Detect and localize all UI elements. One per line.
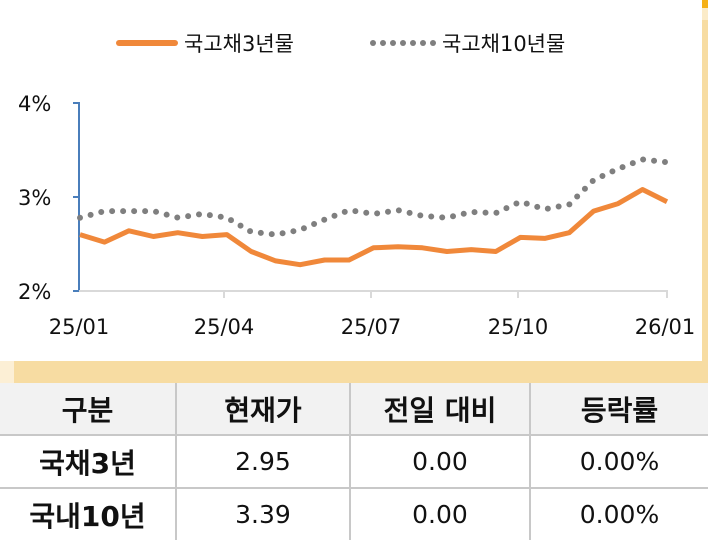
legend-label-3yr: 국고채3년물: [184, 32, 294, 56]
row-name: 국내10년: [0, 487, 177, 540]
row-change: 0.00: [349, 487, 531, 540]
legend-item-10yr: 국고채10년물: [370, 28, 565, 58]
chart-panel: [0, 0, 702, 361]
row-price: 2.95: [175, 434, 351, 489]
header-price: 현재가: [175, 383, 351, 436]
quote-table: 구분 현재가 전일 대비 등락률 국채3년 2.95 0.00 0.00% 국내…: [0, 383, 708, 540]
panel-right-border-accent: [702, 0, 708, 8]
row-price: 3.39: [175, 487, 351, 540]
legend-item-3yr: 국고채3년물: [116, 28, 294, 58]
x-tick-2504: 25/04: [194, 315, 255, 339]
line-chart-plot: 4% 3% 2% 25/01 25/04 25/07 25/10 26/01: [18, 92, 696, 339]
panel-bottom-band-left: [0, 361, 14, 383]
row-rate: 0.00%: [529, 434, 708, 489]
y-tick-2: 2%: [18, 280, 51, 304]
series-3yr-line: [79, 187, 669, 268]
panel-right-border: [702, 0, 708, 383]
legend-label-10yr: 국고채10년물: [442, 32, 566, 56]
header-change: 전일 대비: [349, 383, 531, 436]
chart-legend: 국고채3년물 국고채10년물: [0, 28, 702, 58]
row-rate: 0.00%: [529, 487, 708, 540]
x-tick-2510: 25/10: [488, 315, 549, 339]
header-rate: 등락률: [529, 383, 708, 436]
y-tick-4: 4%: [18, 92, 51, 116]
table-header-row: 구분 현재가 전일 대비 등락률: [0, 383, 708, 436]
solid-line-swatch-icon: [116, 40, 178, 46]
table-row: 국내10년 3.39 0.00 0.00%: [0, 487, 708, 540]
panel-right-border-light: [702, 8, 708, 20]
x-tick-2507: 25/07: [341, 315, 402, 339]
panel-bottom-band: [14, 361, 708, 383]
table-row: 국채3년 2.95 0.00 0.00%: [0, 434, 708, 489]
dotted-line-swatch-icon: [370, 40, 436, 46]
series-10yr-line: [77, 156, 670, 238]
x-tick-2601: 26/01: [635, 315, 696, 339]
y-tick-3: 3%: [18, 186, 51, 210]
row-change: 0.00: [349, 434, 531, 489]
x-tick-2501: 25/01: [49, 315, 110, 339]
row-name: 국채3년: [0, 434, 177, 489]
header-category: 구분: [0, 383, 177, 436]
